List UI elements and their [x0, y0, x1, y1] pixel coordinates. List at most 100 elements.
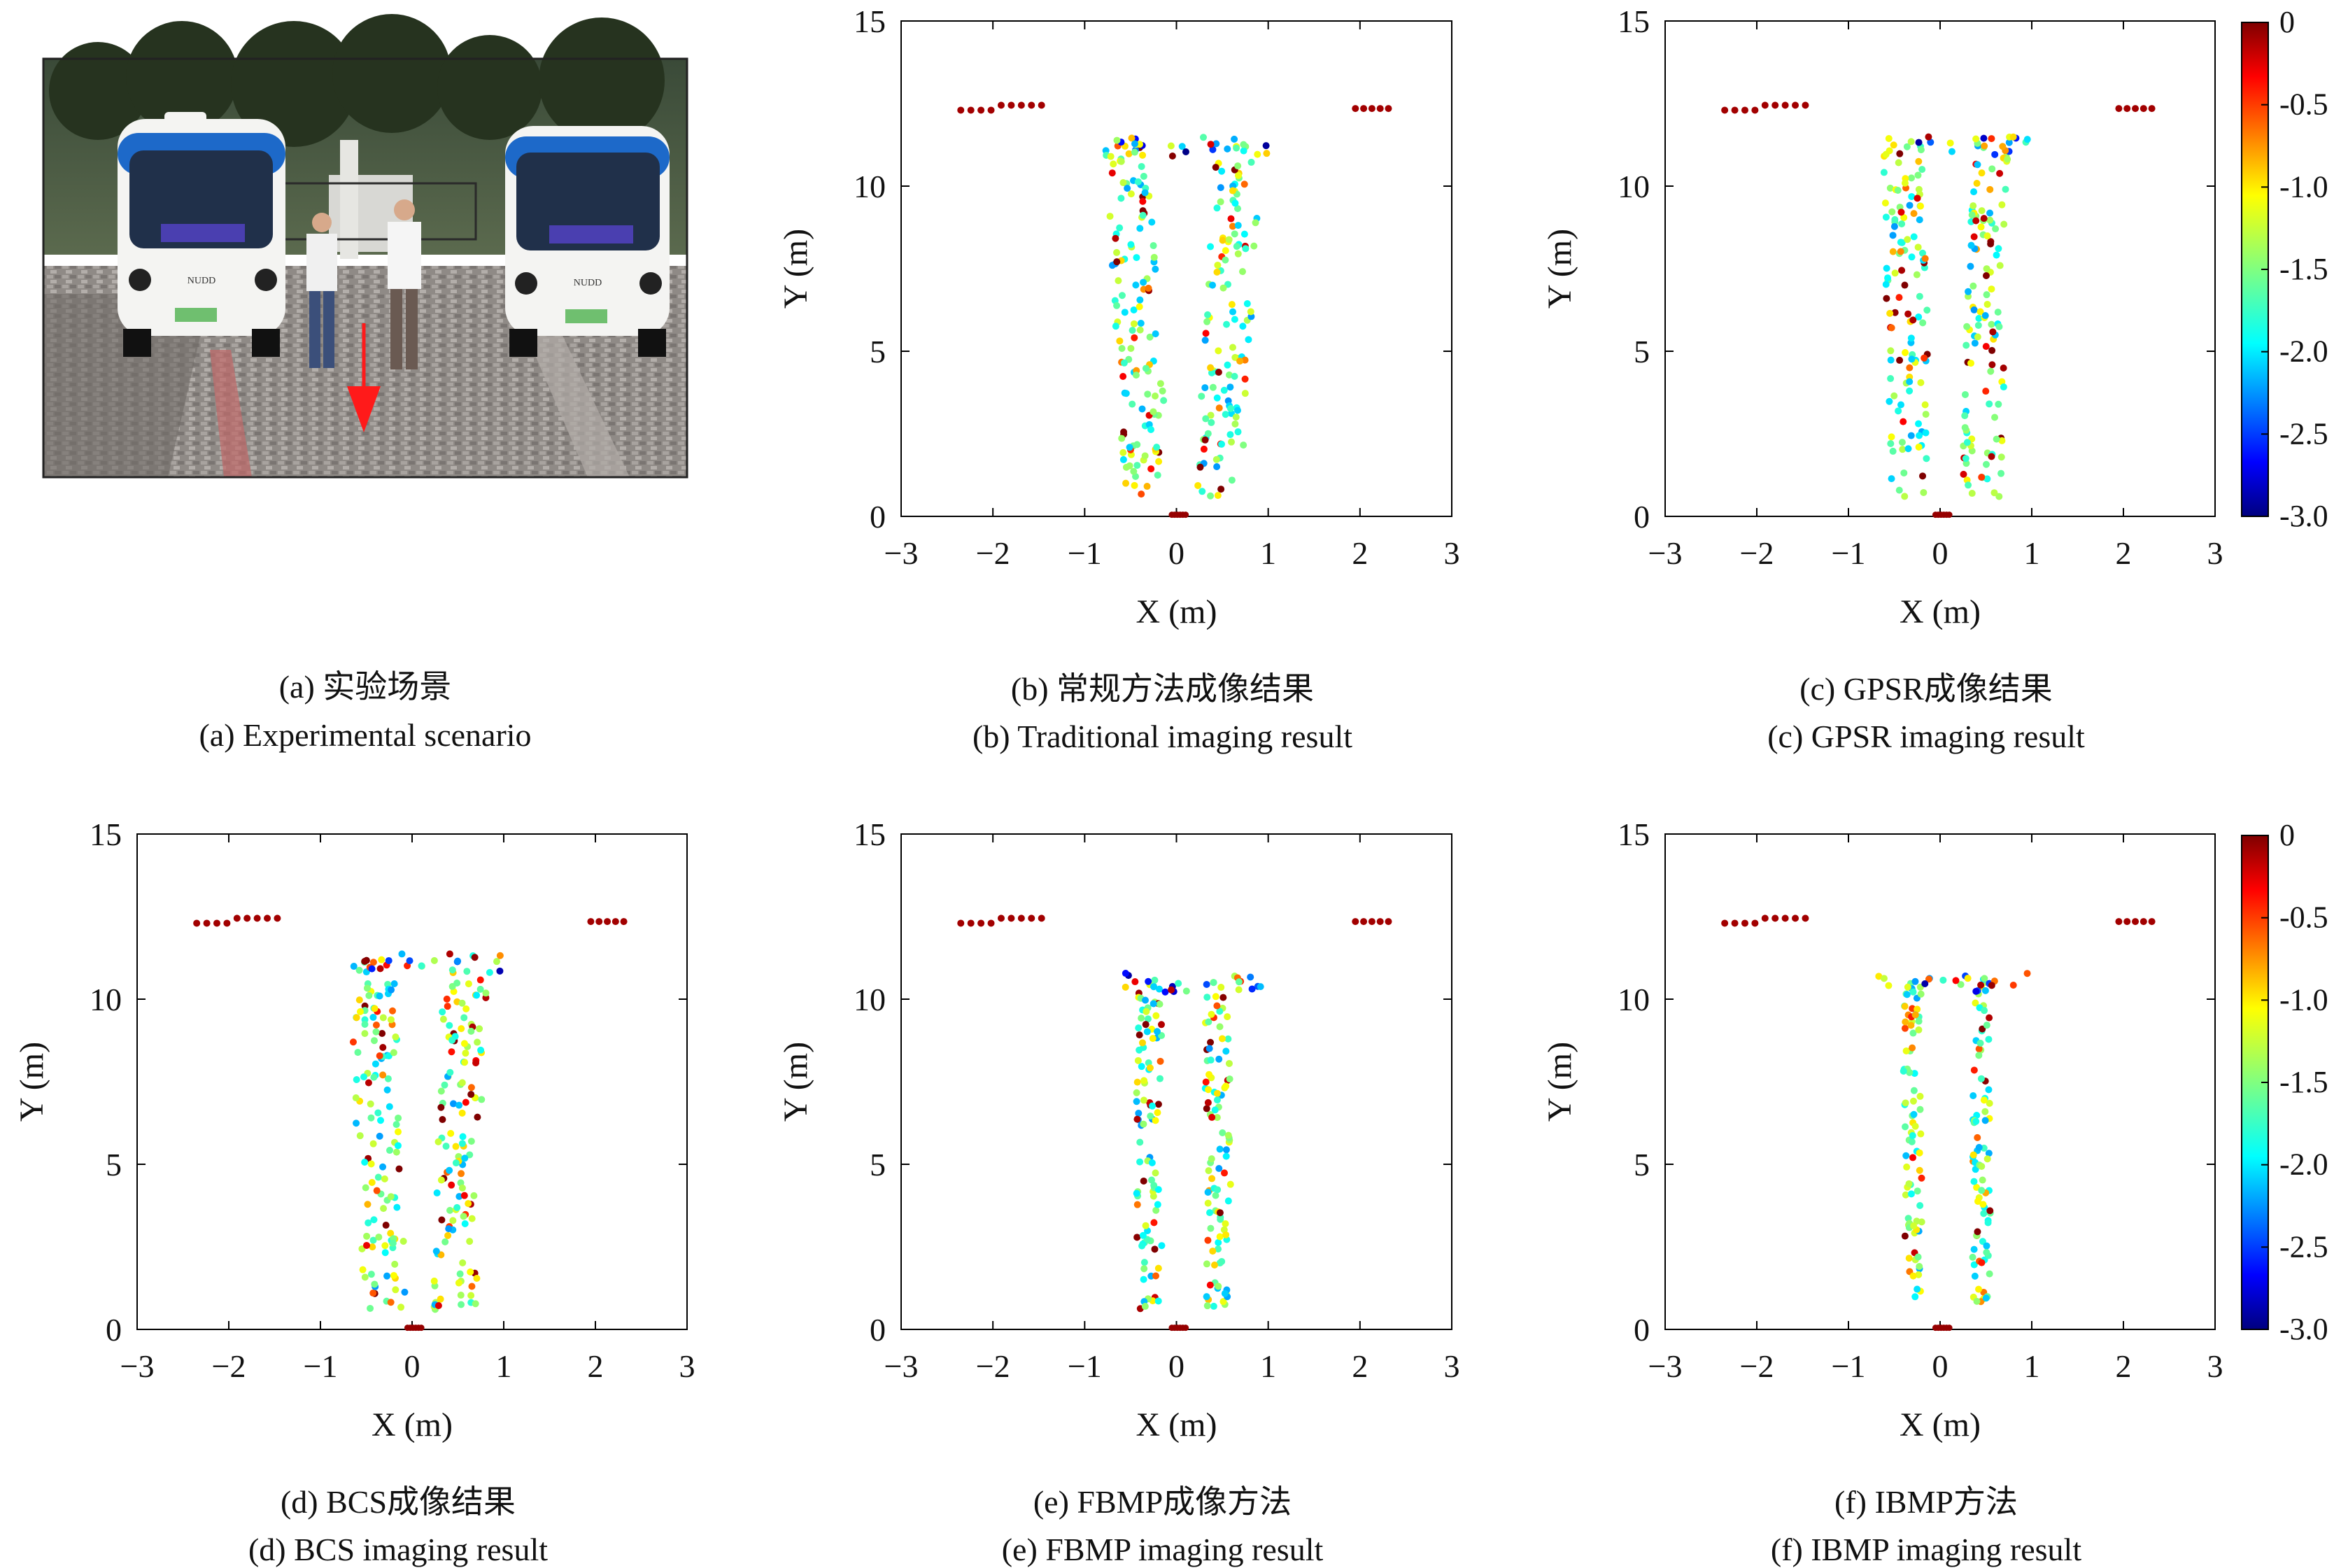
- chart-d-point: [387, 1016, 395, 1024]
- chart-c-point: [1914, 195, 1921, 202]
- chart-d-point: [477, 1046, 485, 1054]
- chart-d-point: [496, 967, 504, 975]
- chart-b-point: [1213, 462, 1221, 470]
- chart-c-point: [1916, 432, 1923, 439]
- chart-d-point: [391, 1260, 399, 1268]
- chart-d-point: [447, 1129, 455, 1137]
- chart-f-xtick-label: 1: [2024, 1348, 2040, 1384]
- chart-b-point: [1245, 336, 1252, 344]
- chart-e-point: [1210, 1302, 1217, 1310]
- chart-b-point: [1207, 492, 1215, 500]
- chart-e-point: [1135, 1110, 1143, 1117]
- chart-c-point: [1771, 101, 1779, 109]
- chart-f-point: [1902, 1191, 1909, 1199]
- chart-c-point: [1921, 354, 1928, 362]
- chart-b-point: [1017, 101, 1025, 109]
- chart-f-point: [1975, 1045, 1983, 1053]
- chart-f-point: [1905, 1255, 1913, 1262]
- chart-d-point: [383, 1086, 391, 1094]
- chart-b-caption-en: (b) Traditional imaging result: [973, 719, 1352, 754]
- chart-f-point: [1911, 1011, 1919, 1019]
- chart-f-point: [2023, 970, 2031, 977]
- chart-c-point: [1910, 210, 1918, 218]
- chart-d-point: [458, 1109, 466, 1117]
- chart-d-point: [367, 1304, 374, 1312]
- chart-e-point: [1207, 1038, 1215, 1046]
- chart-f-point: [1731, 919, 1739, 927]
- chart-f-xlabel: X (m): [1900, 1406, 1981, 1443]
- chart-b-point: [1234, 250, 1242, 257]
- chart-e-point: [1207, 1057, 1215, 1064]
- chart-e-point: [1150, 1182, 1158, 1189]
- chart-d-point: [374, 1173, 382, 1181]
- chart-d-point: [455, 1101, 463, 1109]
- chart-c-point: [1901, 493, 1909, 500]
- chart-d-point: [372, 1021, 380, 1029]
- chart-f-point: [1911, 1293, 1919, 1301]
- bus-right: NUDD: [505, 126, 670, 357]
- chart-e-point: [1205, 1045, 1213, 1052]
- chart-c-point: [1890, 223, 1898, 230]
- chart-f-point: [1969, 1092, 1977, 1099]
- chart-b-point: [1236, 358, 1244, 365]
- chart-d-point: [473, 991, 481, 999]
- chart-b-point: [1144, 390, 1152, 398]
- chart-f-point: [1916, 1092, 1924, 1100]
- chart-d-point: [387, 1229, 395, 1237]
- chart-f-point: [1741, 919, 1748, 927]
- chart-d-point: [386, 1147, 394, 1154]
- chart-f-point: [1925, 975, 1932, 983]
- chart-d-point: [458, 1170, 465, 1178]
- chart-c-point: [1898, 439, 1906, 446]
- chart-e-point: [1152, 1169, 1159, 1177]
- chart-d-point: [369, 1243, 376, 1251]
- chart-c-point: [1914, 243, 1922, 251]
- chart-d-point: [466, 1238, 474, 1245]
- chart-c-point: [1974, 321, 1982, 329]
- chart-c-point: [1977, 223, 1985, 231]
- chart-b-point: [1138, 490, 1145, 498]
- photo-panel: NUDD NUDD: [42, 14, 688, 479]
- chart-d-point: [493, 958, 501, 966]
- chart-b-point: [1120, 359, 1128, 367]
- chart-e-point: [1206, 1209, 1214, 1217]
- person-left: [306, 213, 337, 368]
- chart-c-point: [1993, 435, 2000, 443]
- chart-f-point: [1946, 1325, 1953, 1332]
- chart-d-point: [462, 1050, 469, 1057]
- chart-f-point: [1980, 1096, 1988, 1104]
- chart-d-point: [385, 1052, 392, 1060]
- chart-b-point: [1201, 384, 1209, 392]
- chart-c-point: [1889, 447, 1897, 455]
- chart-e-xtick-label: 0: [1168, 1348, 1184, 1384]
- chart-c-point: [1961, 424, 1969, 432]
- chart-f-point: [1970, 1178, 1978, 1185]
- chart-d-point: [223, 919, 231, 927]
- chart-c-point: [1962, 341, 1970, 349]
- chart-b-point: [1126, 462, 1133, 469]
- chart-b-point: [1226, 404, 1234, 412]
- chart-e-point: [1140, 1177, 1147, 1185]
- chart-e-point: [1182, 987, 1190, 995]
- chart-b-point: [1128, 134, 1136, 142]
- chart-c-point: [1988, 361, 1996, 369]
- chart-c-point: [1968, 490, 1976, 497]
- chart-e-point: [1224, 1197, 1232, 1205]
- chart-e-point: [1204, 1236, 1212, 1244]
- chart-c-point: [1998, 201, 2006, 209]
- chart-b-point: [1133, 254, 1140, 262]
- chart-b-point: [1113, 302, 1121, 309]
- chart-d-point: [383, 1272, 391, 1280]
- chart-c-point: [1916, 216, 1923, 224]
- chart-f-points: [1721, 914, 2156, 1332]
- chart-f-colorbar-label: -2.0: [2279, 1147, 2328, 1182]
- chart-c-point: [1996, 262, 2004, 269]
- chart-d-point: [611, 918, 619, 926]
- chart-c-point: [1916, 292, 1923, 300]
- chart-f-point: [1902, 1123, 1909, 1131]
- right-stripe: [518, 315, 630, 477]
- chart-f-point: [1885, 982, 1893, 989]
- chart-b-point: [1007, 101, 1015, 109]
- chart-e-point: [1217, 1215, 1224, 1223]
